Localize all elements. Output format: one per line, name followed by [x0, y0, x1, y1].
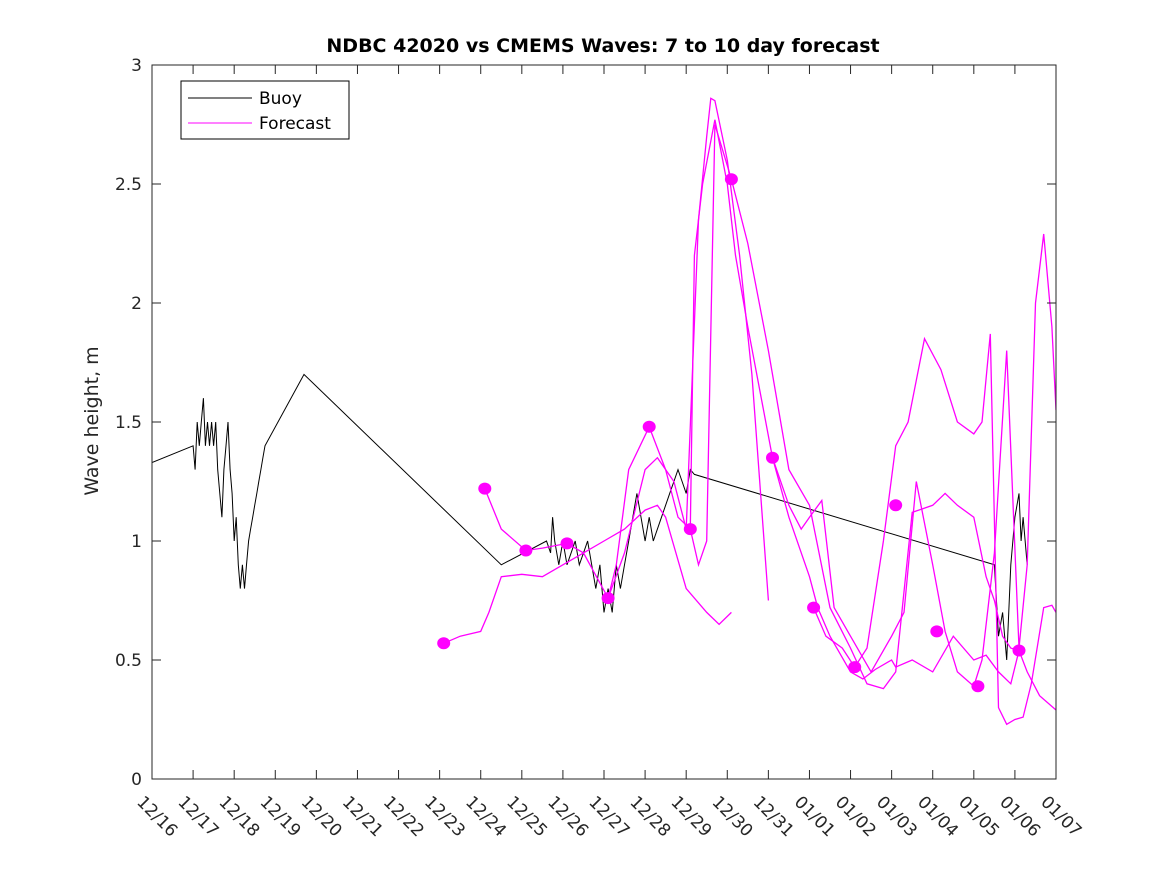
- forecast-marker-14: [971, 680, 985, 693]
- data-series: [152, 97, 1056, 726]
- legend-buoy-label: Buoy: [259, 89, 302, 109]
- y-tick-label: 0.5: [115, 651, 142, 671]
- legend-box: [180, 80, 350, 140]
- plot-area: [152, 97, 1056, 726]
- forecast-marker-13: [930, 625, 944, 638]
- y-tick-label: 2.5: [115, 175, 142, 195]
- chart-title: NDBC 42020 vs CMEMS Waves: 7 to 10 day f…: [326, 35, 879, 57]
- forecast-marker-11: [848, 661, 862, 674]
- forecast-series-line-4: [689, 124, 1056, 711]
- forecast-series-line-3: [607, 119, 1020, 686]
- forecast-series-line-5: [771, 233, 1056, 688]
- forecast-marker-5: [601, 592, 615, 605]
- forecast-marker-1: [437, 637, 451, 650]
- y-tick-label: 2: [131, 294, 142, 314]
- forecast-marker-4: [560, 537, 574, 550]
- forecast-marker-9: [766, 451, 779, 464]
- legend-forecast-label: Forecast: [259, 114, 331, 134]
- forecast-marker-8: [724, 173, 738, 186]
- forecast-marker-7: [683, 523, 697, 536]
- forecast-series-line-6: [813, 333, 1056, 726]
- forecast-marker-12: [889, 499, 903, 512]
- y-axis-label: Wave height, m: [81, 346, 103, 495]
- y-tick-label: 3: [131, 56, 142, 76]
- legend: Buoy Forecast: [180, 80, 350, 140]
- forecast-marker-15: [1012, 644, 1026, 657]
- forecast-marker-2: [478, 482, 492, 495]
- forecast-marker-6: [642, 420, 656, 433]
- y-tick-label: 1: [131, 532, 142, 552]
- y-tick-label: 0: [131, 770, 142, 790]
- y-tick-label: 1.5: [115, 413, 142, 433]
- buoy-series-line: [152, 373, 1028, 661]
- forecast-series-line-1: [443, 504, 732, 644]
- forecast-marker-10: [807, 601, 821, 614]
- forecast-marker-3: [519, 544, 533, 557]
